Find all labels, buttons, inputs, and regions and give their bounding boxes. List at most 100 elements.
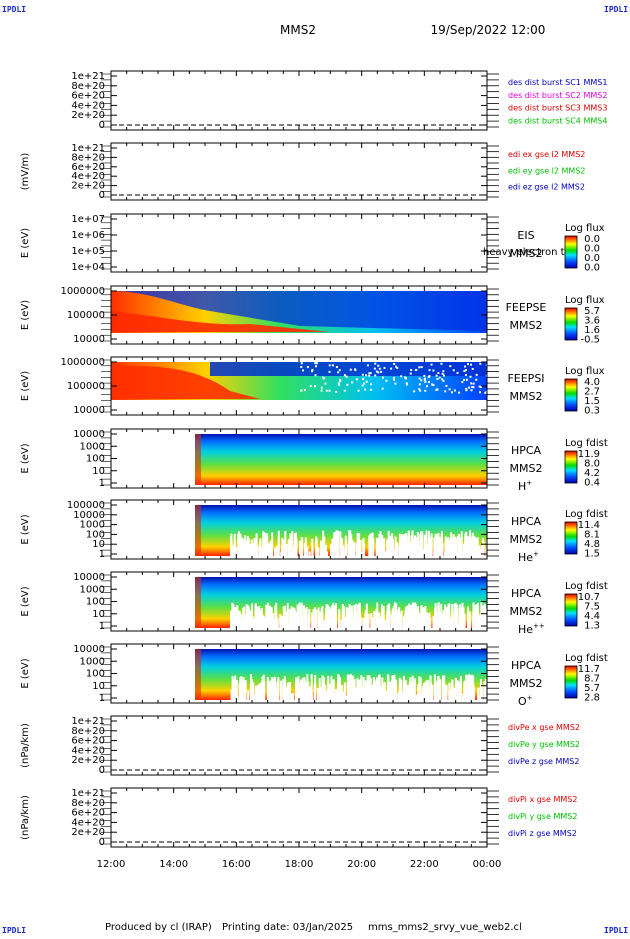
heatmap-gap — [339, 380, 342, 383]
heatmap-gap — [463, 614, 466, 628]
heatmap-gap — [332, 679, 335, 700]
heatmap-gap — [403, 376, 406, 379]
heatmap-gap — [481, 608, 484, 628]
heatmap-gap — [301, 537, 304, 556]
heatmap-gap — [378, 615, 381, 628]
heatmap-gap — [250, 619, 253, 628]
heatmap-gap — [333, 547, 336, 556]
heatmap-gap — [290, 618, 293, 628]
heatmap-gap — [473, 548, 476, 556]
heatmap-gap — [471, 386, 474, 389]
panel-frame — [110, 70, 488, 131]
y-tick-label: 6e+20 — [71, 808, 105, 819]
heatmap-gap — [298, 540, 301, 556]
time-axis-label: 22:00 — [410, 859, 439, 870]
colorbar — [564, 235, 578, 269]
time-axis-label: 14:00 — [159, 859, 188, 870]
y-tick-label: 1000 — [80, 584, 105, 595]
heatmap-gap — [269, 541, 272, 556]
heatmap-gap — [395, 603, 398, 628]
heatmap-gap — [270, 607, 273, 628]
y-axis-label: E (eV) — [20, 371, 31, 401]
heatmap-low-region — [210, 362, 487, 376]
heatmap-gap — [483, 603, 486, 628]
heatmap-gap — [343, 374, 346, 377]
heatmap-gap — [340, 690, 343, 700]
heatmap-gap — [301, 617, 304, 628]
heatmap-gap — [317, 607, 320, 628]
legend-entry: edi ex gse l2 MMS2 — [508, 150, 585, 159]
heatmap-gap — [445, 384, 448, 387]
heatmap-gap — [425, 539, 428, 556]
heatmap-gap — [448, 620, 451, 628]
heatmap-gap — [370, 613, 373, 628]
y-tick-label: 10000 — [73, 644, 105, 655]
heatmap-gap — [339, 531, 342, 556]
heatmap-gap — [428, 375, 431, 378]
plot-datetime: 19/Sep/2022 12:00 — [431, 23, 546, 37]
heatmap-gap — [280, 620, 283, 628]
legend-entry: des dist burst SC1 MMS1 — [508, 78, 607, 87]
legend-entry: des dist burst SC4 MMS4 — [508, 116, 607, 125]
y-tick-label: 1000 — [80, 520, 105, 531]
heatmap-gap — [378, 367, 381, 370]
heatmap-gap — [321, 606, 324, 628]
heatmap-gap — [442, 380, 445, 383]
heatmap-gap — [349, 368, 352, 371]
heatmap-gap — [281, 551, 284, 556]
heatmap-gap — [442, 370, 445, 373]
heatmap-gap — [350, 381, 353, 384]
heatmap-gap — [382, 683, 385, 700]
heatmap-gap — [380, 686, 383, 700]
heatmap-gap — [257, 687, 260, 700]
heatmap-gap — [380, 370, 383, 373]
heatmap-gap — [483, 681, 486, 700]
heatmap-gap — [362, 377, 365, 380]
heatmap-gap — [365, 380, 368, 383]
heatmap-gap — [268, 605, 271, 628]
heatmap-gap — [369, 383, 372, 386]
heatmap-gap — [468, 674, 471, 700]
species-label: He++ — [518, 622, 545, 636]
heatmap-gap — [371, 693, 374, 700]
footer-produced-by: Produced by cl (IRAP) — [105, 922, 212, 933]
heatmap-gap — [453, 603, 456, 628]
heatmap-gap — [466, 363, 469, 366]
heatmap-band — [195, 434, 487, 485]
heatmap-onset — [195, 434, 201, 485]
heatmap-gap — [280, 684, 283, 700]
heatmap-gap — [355, 612, 358, 628]
heatmap-gap — [420, 549, 423, 556]
heatmap-gap — [418, 377, 421, 380]
heatmap-gap — [284, 530, 287, 556]
heatmap-gap — [287, 539, 290, 556]
heatmap-gap — [424, 380, 427, 383]
heatmap-gap — [424, 389, 427, 392]
spacecraft-label: MMS2 — [510, 462, 543, 475]
heatmap-gap — [458, 689, 461, 700]
y-tick-label: 1e+21 — [71, 143, 105, 154]
heatmap-gap — [467, 606, 470, 628]
heatmap-gap — [337, 382, 340, 385]
heatmap-gap — [421, 531, 424, 556]
heatmap-gap — [303, 686, 306, 700]
colorbar-tick-label: 0.3 — [584, 406, 600, 417]
heatmap-gap — [406, 383, 409, 386]
heatmap-gap — [470, 382, 473, 385]
heatmap-gap — [456, 604, 459, 628]
colorbar-tick-label: 4.0 — [584, 377, 600, 388]
heatmap-gap — [371, 621, 374, 628]
colorbar-title: Log fdist — [565, 509, 608, 520]
heatmap-gap — [469, 530, 472, 556]
heatmap-gap — [266, 614, 269, 628]
heatmap-gap — [421, 685, 424, 700]
heatmap-gap — [405, 535, 408, 556]
heatmap-gap — [436, 388, 439, 391]
heatmap-gap — [448, 682, 451, 700]
y-tick-label: 2e+20 — [71, 755, 105, 766]
heatmap-gap — [323, 619, 326, 628]
heatmap-gap — [472, 382, 475, 385]
legend-entry: divPi z gse MMS2 — [508, 829, 577, 838]
heatmap-gap — [468, 551, 471, 556]
heatmap-gap — [258, 683, 261, 700]
